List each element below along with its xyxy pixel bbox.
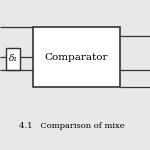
Bar xyxy=(6,48,20,70)
Text: δ₁: δ₁ xyxy=(9,54,18,63)
Text: Comparator: Comparator xyxy=(45,52,108,62)
Text: 4.1   Comparison of mixe: 4.1 Comparison of mixe xyxy=(19,123,125,130)
Bar xyxy=(33,27,120,87)
